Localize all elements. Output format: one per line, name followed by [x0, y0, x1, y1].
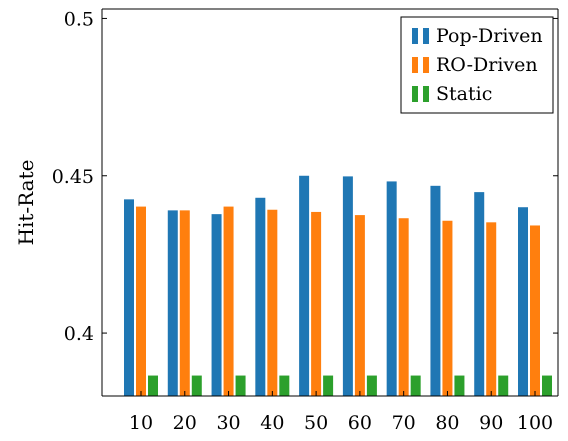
x-tick-label: 10: [129, 412, 153, 434]
x-tick-label: 40: [260, 412, 284, 434]
bar-static-10: [148, 375, 158, 396]
bar-ro-driven-70: [398, 218, 409, 396]
x-tick-label: 70: [392, 412, 416, 434]
legend-label-pop-driven: Pop-Driven: [436, 25, 543, 47]
bar-static-80: [454, 375, 465, 396]
legend-swatch-static-a: [412, 86, 418, 102]
bar-pop-driven-90: [474, 192, 485, 396]
bar-pop-driven-60: [342, 176, 353, 396]
bar-ro-driven-90: [486, 222, 497, 396]
y-tick-label: 0.4: [64, 323, 94, 345]
bar-static-100: [542, 375, 552, 396]
legend-swatch-ro-driven-a: [412, 57, 418, 73]
x-tick-label: 30: [216, 412, 240, 434]
bar-static-70: [410, 375, 421, 396]
x-tick-label: 60: [348, 412, 372, 434]
bars-layer: [124, 175, 552, 396]
legend-swatch-ro-driven-b: [423, 57, 429, 73]
bar-static-20: [191, 375, 202, 396]
bar-pop-driven-40: [255, 197, 266, 396]
bar-pop-driven-30: [211, 214, 222, 396]
bar-ro-driven-100: [530, 225, 540, 396]
legend-swatch-pop-driven-b: [423, 28, 429, 44]
bar-pop-driven-100: [518, 207, 528, 396]
bar-pop-driven-20: [167, 210, 178, 396]
bar-ro-driven-80: [442, 220, 453, 396]
bar-ro-driven-40: [267, 209, 278, 396]
bar-static-30: [235, 375, 246, 396]
bar-pop-driven-10: [124, 199, 134, 396]
bar-pop-driven-50: [299, 175, 310, 396]
legend-label-static: Static: [436, 83, 492, 105]
x-tick-label: 20: [173, 412, 197, 434]
bar-static-50: [323, 375, 334, 396]
ticks-layer: 0.4 0.45 0.5 10 20 30 40 50 60 70 80 90 100: [52, 8, 558, 434]
bar-ro-driven-10: [136, 206, 146, 396]
axes-layer: [101, 8, 559, 397]
legend-swatch-pop-driven-a: [412, 28, 418, 44]
x-tick-label: 80: [435, 412, 459, 434]
bar-ro-driven-30: [223, 206, 234, 396]
legend-swatch-static-b: [423, 86, 429, 102]
y-tick-label: 0.5: [64, 8, 94, 30]
y-tick-label: 0.45: [52, 166, 94, 188]
x-tick-label: 90: [479, 412, 503, 434]
bar-ro-driven-20: [179, 210, 190, 396]
bar-static-60: [366, 375, 377, 396]
legend: Pop-Driven RO-Driven Static: [400, 16, 554, 114]
x-tick-label: 100: [517, 412, 553, 434]
bar-pop-driven-80: [430, 185, 441, 396]
x-tick-label: 50: [304, 412, 328, 434]
y-axis-label: Hit-Rate: [14, 160, 38, 246]
bar-static-40: [279, 375, 290, 396]
bar-ro-driven-60: [354, 215, 365, 396]
bar-pop-driven-70: [386, 181, 397, 396]
bar-ro-driven-50: [311, 211, 322, 396]
bar-static-90: [498, 375, 509, 396]
legend-label-ro-driven: RO-Driven: [436, 54, 538, 76]
